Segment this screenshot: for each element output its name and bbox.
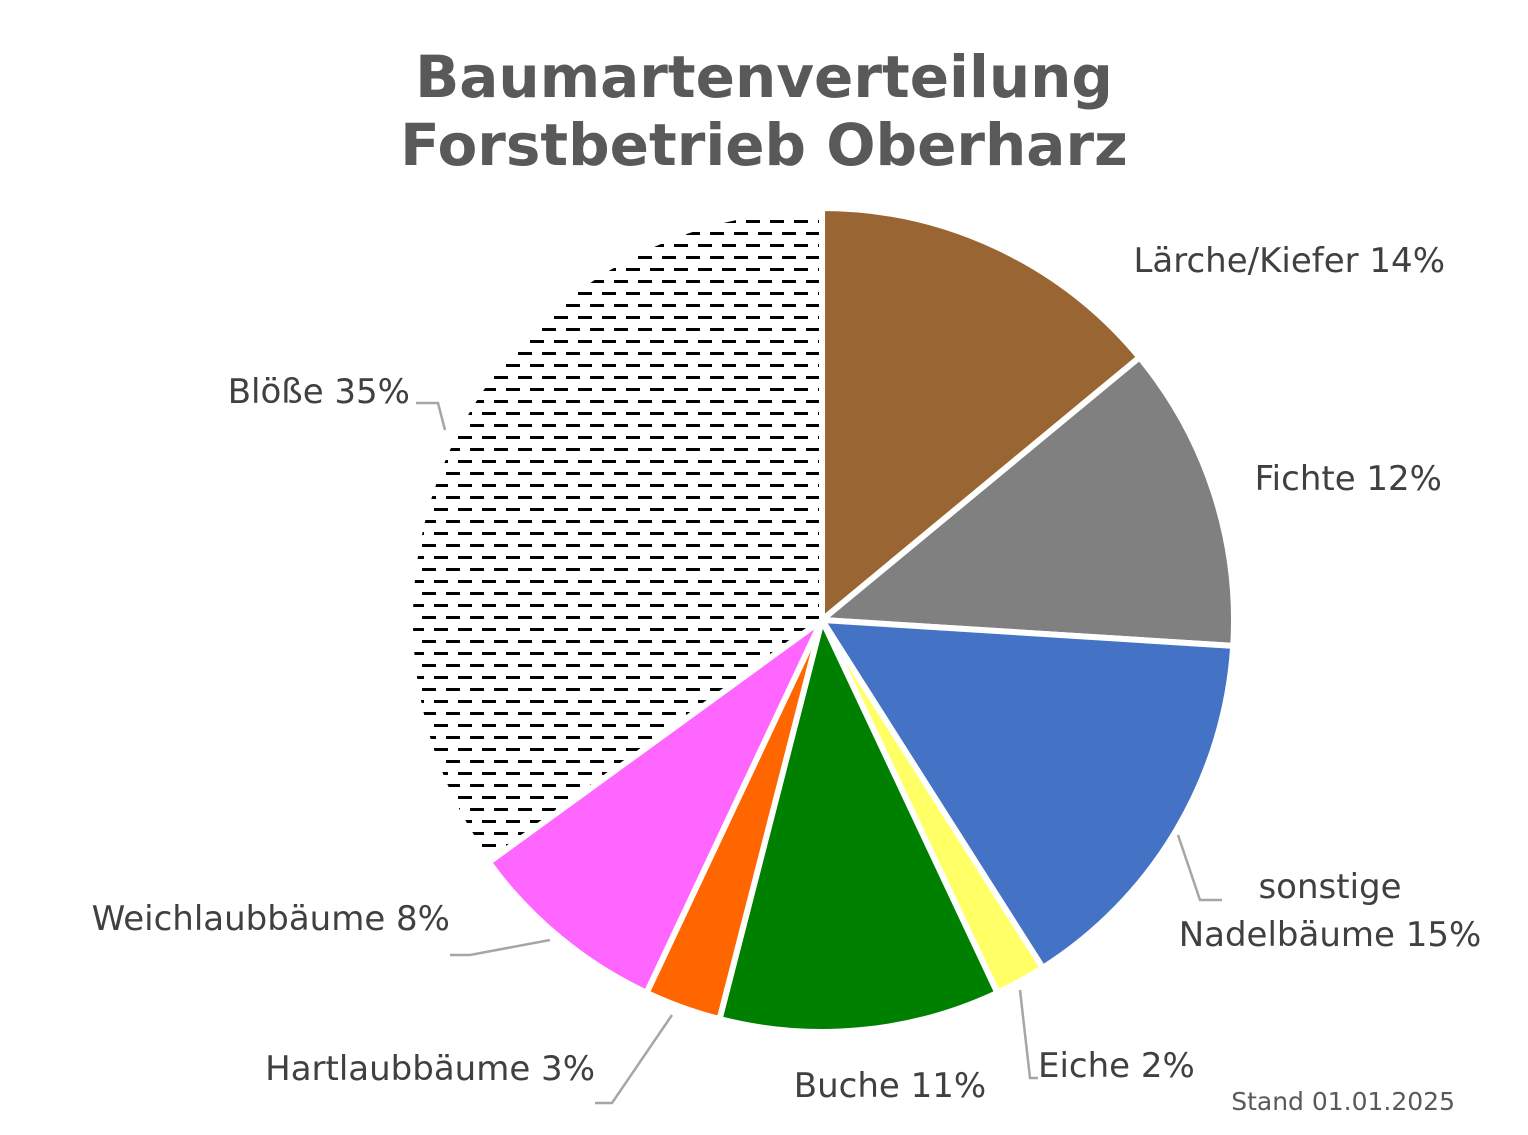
pie-slice-fichte (819, 354, 1237, 649)
pie-slice-lärche-kiefer (819, 205, 1143, 623)
slice-label-eiche: Eiche 2% (1038, 1046, 1195, 1086)
slice-labels: Lärche/Kiefer 14% Fichte 12% sonstige Nadel… (92, 241, 1482, 1106)
pie-slice-sonstige-nadelbäume (819, 617, 1237, 971)
footnote-date: Stand 01.01.2025 (1231, 1087, 1455, 1116)
leader-line-sonstige-nadelbäume (1176, 834, 1222, 902)
chart-title: Baumartenverteilung Forstbetrieb Oberhar… (400, 43, 1128, 179)
pie-slice-buche (716, 617, 1001, 1035)
slice-label-buche: Buche 11% (794, 1066, 986, 1106)
slice-label-weichlaubbäume: Weichlaubbäume 8% (92, 899, 450, 939)
chart-title-line-2: Forstbetrieb Oberharz (400, 111, 1128, 179)
pie-slices (407, 205, 1237, 1035)
slice-label-fichte: Fichte 12% (1255, 459, 1442, 499)
pie-slice-blöße (407, 205, 825, 866)
leader-lines (416, 401, 1222, 1105)
slice-label-blöße: Blöße 35% (228, 372, 410, 412)
slice-label-hartlaubbäume: Hartlaubbäume 3% (265, 1049, 595, 1089)
leader-line-hartlaubbäume (595, 1014, 674, 1105)
slice-label-sonstige-nadelbäume-line-1: sonstige (1258, 867, 1401, 907)
leader-line-eiche (1018, 989, 1038, 1080)
leader-line-blöße (416, 401, 447, 431)
slice-label-lärche-kiefer: Lärche/Kiefer 14% (1133, 241, 1445, 281)
chart-title-line-1: Baumartenverteilung (415, 43, 1113, 111)
pie-slice-weichlaubbäume (485, 617, 825, 996)
leader-line-weichlaubbäume (450, 938, 551, 957)
slice-label-sonstige-nadelbäume-line-2: Nadelbäume 15% (1179, 915, 1482, 955)
